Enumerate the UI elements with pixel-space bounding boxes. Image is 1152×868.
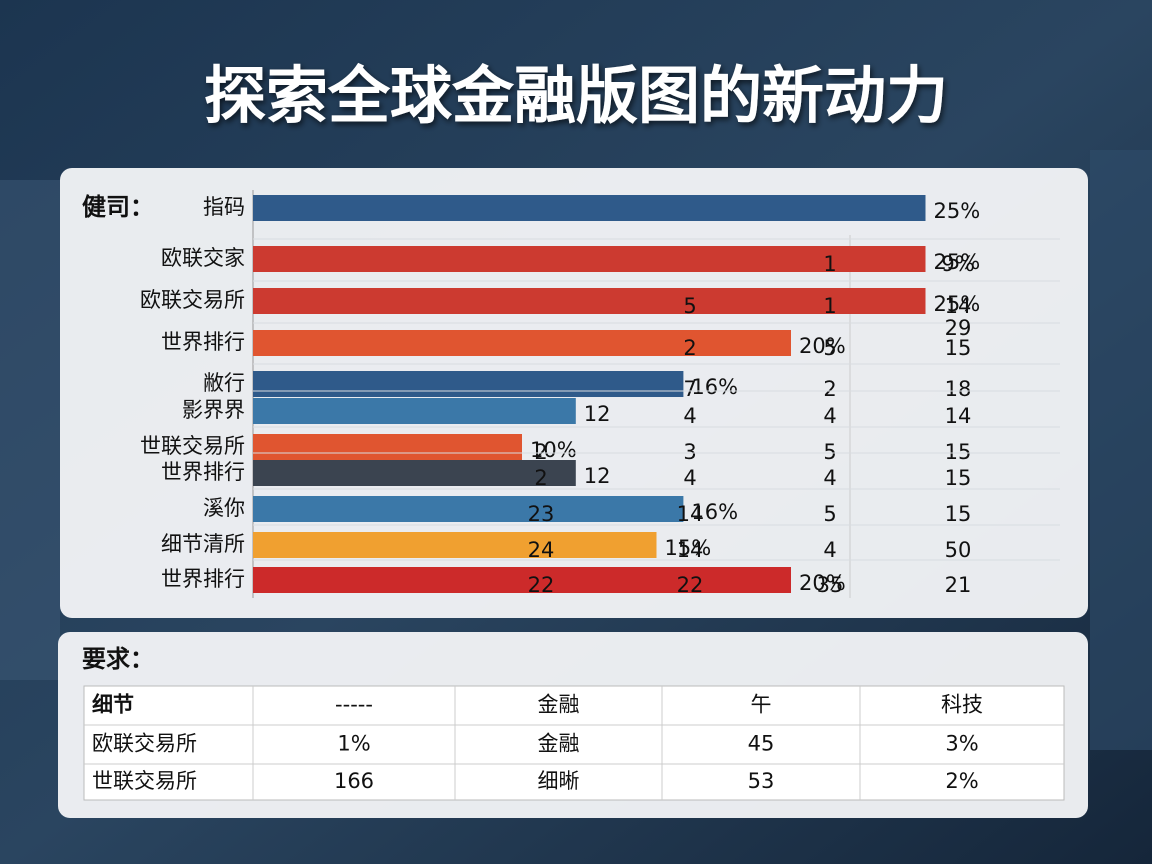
table-cell: 45 <box>748 732 775 756</box>
bar-value-label: 12 <box>584 402 611 426</box>
cell: 14 <box>677 502 704 526</box>
cell: 9% <box>941 252 974 276</box>
table-cell: 53 <box>748 769 775 793</box>
row-label: 细节清所 <box>161 532 245 556</box>
table-cell: 1% <box>337 732 370 756</box>
cell: 22 <box>528 573 555 597</box>
row-label: 世界排行 <box>161 460 245 484</box>
bar-value-label: 16% <box>691 375 738 399</box>
table-header: 金融 <box>538 693 580 717</box>
bar-value-label: 25% <box>934 250 981 274</box>
bar <box>253 195 926 221</box>
row-label: 欧联交家 <box>161 246 245 270</box>
table-cell: 金融 <box>538 732 580 756</box>
table-cell: 166 <box>334 769 374 793</box>
cell: 1 <box>823 252 836 276</box>
bar-value-label: 20% <box>799 334 846 358</box>
cell: 5 <box>823 502 836 526</box>
table-cell: 世联交易所 <box>92 769 197 793</box>
cell: 4 <box>823 538 836 562</box>
table-cell: 2% <box>945 769 978 793</box>
bar <box>253 532 657 558</box>
cell: 4 <box>683 404 696 428</box>
panel-label: 健司： <box>82 193 154 221</box>
bar <box>253 371 684 397</box>
cell: 50 <box>945 538 972 562</box>
cell: 14 <box>945 404 972 428</box>
cell: 4 <box>823 466 836 490</box>
bar <box>253 434 522 460</box>
cell: 1 <box>823 294 836 318</box>
table-header: 细节 <box>92 693 134 717</box>
bar <box>253 567 791 593</box>
bar-value-label: 12 <box>584 464 611 488</box>
cell: 15 <box>945 466 972 490</box>
row-label: 指码 <box>203 195 245 219</box>
table-cell: 3% <box>945 732 978 756</box>
row-label: 世界排行 <box>161 330 245 354</box>
cell: 14 <box>677 538 704 562</box>
cell: 14 <box>945 294 972 318</box>
cell: 15 <box>945 336 972 360</box>
bar-value-label: 10% <box>530 438 577 462</box>
cell: 24 <box>528 538 555 562</box>
table-frame <box>83 685 1065 801</box>
bar <box>253 398 576 424</box>
row-label: 世界排行 <box>161 567 245 591</box>
background-deco <box>1090 150 1152 750</box>
cell: 15 <box>945 502 972 526</box>
bar-value-label: 25% <box>934 292 981 316</box>
cell: 4 <box>683 466 696 490</box>
cell: 2 <box>534 466 547 490</box>
cell: 21 <box>945 573 972 597</box>
table-header: ----- <box>335 693 373 717</box>
row-label: 溪你 <box>203 496 245 520</box>
table-cell: 欧联交易所 <box>92 732 197 756</box>
cell: 3 <box>683 440 696 464</box>
bar-value-label: 20% <box>799 571 846 595</box>
row-label: 影界界 <box>182 398 245 422</box>
bar-value-label: 15% <box>665 536 712 560</box>
cell: 2 <box>534 440 547 464</box>
cell: 18 <box>945 377 972 401</box>
row-label: 敝行 <box>203 371 245 395</box>
cell: 7 <box>683 377 696 401</box>
cell: 35 <box>817 573 844 597</box>
cell: 15 <box>945 440 972 464</box>
bar <box>253 246 926 272</box>
cell: 2 <box>683 336 696 360</box>
bar <box>253 496 684 522</box>
bar <box>253 460 576 486</box>
table-header: 科技 <box>941 693 983 717</box>
cell: 2 <box>823 377 836 401</box>
background-deco <box>0 180 60 680</box>
cell: 5 <box>823 336 836 360</box>
bar <box>253 288 926 314</box>
bar-value-label: 16% <box>691 500 738 524</box>
cell: 4 <box>823 404 836 428</box>
row-label: 世联交易所 <box>140 434 245 458</box>
table-header: 午 <box>751 693 772 717</box>
cell: 5 <box>823 440 836 464</box>
cell: 23 <box>528 502 555 526</box>
cell: 5 <box>683 294 696 318</box>
title: 探索全球金融版图的新动力 <box>204 59 948 132</box>
row-label: 欧联交易所 <box>140 288 245 312</box>
panel-label: 要求： <box>82 645 154 673</box>
bar <box>253 330 791 356</box>
bar-value-label: 25% <box>934 199 981 223</box>
table-cell: 细晰 <box>538 769 580 793</box>
cell: 22 <box>677 573 704 597</box>
cell: 29 <box>945 316 972 340</box>
